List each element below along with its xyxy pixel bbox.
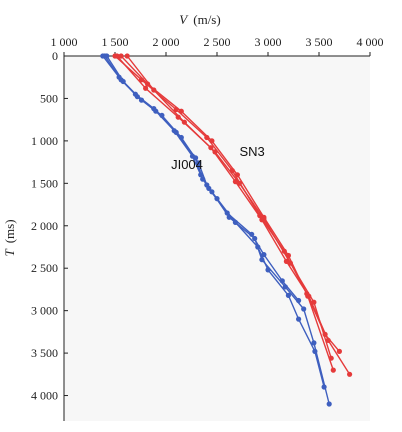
data-point — [328, 355, 334, 361]
data-point — [143, 85, 149, 91]
series-7 — [100, 53, 302, 304]
y-axis-label: T — [2, 249, 17, 257]
series-4 — [112, 53, 342, 354]
y-axis-unit: (ms) — [2, 219, 17, 243]
data-point — [124, 53, 130, 59]
data-point — [171, 128, 177, 134]
x-tick-label: 3 000 — [255, 35, 282, 49]
data-point — [206, 185, 212, 191]
x-ticks: 1 000 1 500 2 000 2 500 3 000 3 500 4 000 — [51, 35, 384, 56]
data-point — [304, 291, 310, 297]
x-tick-label: 2 000 — [153, 35, 180, 49]
y-tick-label: 0 — [52, 49, 58, 63]
y-tick-label: 500 — [40, 91, 58, 105]
data-point — [132, 91, 138, 97]
x-tick-label: 4 000 — [357, 35, 384, 49]
data-point — [257, 213, 263, 219]
svg-text:V (m/s): V (m/s) — [179, 12, 220, 27]
data-point — [311, 299, 317, 305]
data-point — [151, 106, 157, 112]
data-point — [296, 316, 302, 322]
y-tick-label: 2 000 — [31, 219, 58, 233]
series-line — [114, 55, 340, 352]
data-point — [104, 53, 110, 59]
data-point — [100, 53, 106, 59]
data-point — [181, 119, 187, 125]
y-tick-label: 3 000 — [31, 304, 58, 318]
plot-area — [64, 56, 370, 421]
x-tick-label: 1 000 — [51, 35, 78, 49]
data-point — [322, 331, 328, 337]
data-point — [116, 74, 122, 80]
y-tick-label: 2 500 — [31, 261, 58, 275]
data-point — [249, 231, 255, 237]
x-axis-unit: (m/s) — [193, 12, 220, 27]
x-axis-label: V — [179, 12, 189, 27]
data-point — [347, 371, 353, 377]
y-axis-title: T (ms) — [2, 219, 17, 256]
data-point — [281, 248, 287, 254]
data-point — [312, 348, 318, 354]
series-annotation: SN3 — [239, 144, 264, 159]
data-point — [301, 306, 307, 312]
series-group — [100, 53, 353, 407]
data-point — [330, 367, 336, 373]
data-point — [173, 106, 179, 113]
data-point — [265, 267, 271, 273]
series-annotation: JI004 — [171, 157, 203, 172]
data-point — [279, 278, 285, 284]
data-point — [229, 168, 235, 174]
data-point — [204, 134, 210, 141]
data-point — [112, 53, 118, 59]
y-ticks: 0 500 1 000 1 500 2 000 2 500 3 000 3 500 4 000 — [31, 49, 68, 403]
x-axis-title: V (m/s) — [179, 12, 220, 27]
y-tick-label: 1 000 — [31, 134, 58, 148]
data-point — [283, 258, 289, 264]
data-point — [189, 153, 196, 159]
data-point — [118, 53, 124, 59]
data-point — [285, 292, 291, 298]
data-point — [321, 384, 327, 390]
data-point — [224, 210, 230, 216]
y-tick-label: 4 000 — [31, 389, 58, 403]
annotations: SN3 JI004 — [171, 144, 265, 172]
y-tick-label: 3 500 — [31, 346, 58, 360]
data-point — [196, 160, 202, 166]
data-point — [138, 77, 145, 83]
data-point — [198, 172, 204, 178]
x-tick-label: 2 500 — [204, 35, 231, 49]
data-point — [296, 297, 302, 304]
data-point — [336, 348, 342, 354]
x-tick-label: 1 500 — [102, 35, 129, 49]
data-point — [311, 340, 317, 346]
x-tick-label: 3 500 — [306, 35, 333, 49]
y-tick-label: 1 500 — [31, 176, 58, 190]
data-point — [261, 252, 267, 258]
data-point — [175, 114, 181, 120]
svg-text:T (ms): T (ms) — [2, 219, 17, 256]
data-point — [326, 401, 332, 407]
